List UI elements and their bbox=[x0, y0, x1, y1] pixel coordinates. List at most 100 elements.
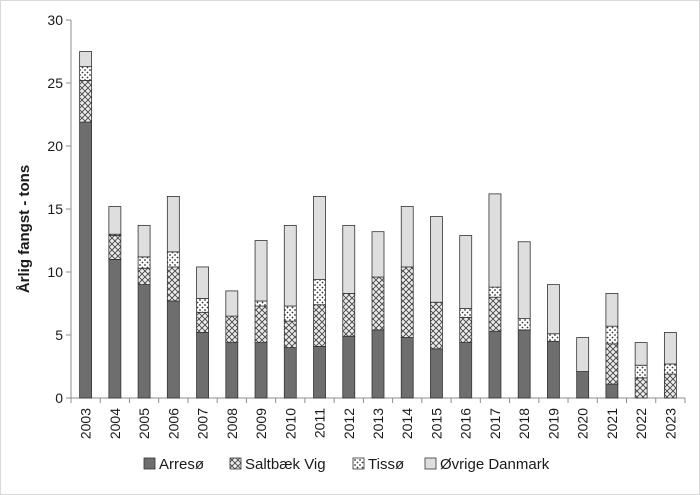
bar-segment-arreso-2003 bbox=[79, 121, 93, 399]
bar-segment-ovrige-danmark-2020 bbox=[576, 337, 590, 372]
bar-segment-arreso-2016 bbox=[459, 342, 473, 399]
bar-segment-saltbaek-vig-2017 bbox=[488, 296, 502, 332]
bar-segment-ovrige-danmark-2019 bbox=[547, 284, 560, 335]
bar-segment-tisso-2017 bbox=[488, 286, 502, 298]
x-tick-label: 2006 bbox=[165, 408, 181, 439]
bar-segment-arreso-2008 bbox=[225, 342, 239, 399]
bar-segment-saltbaek-vig-2014 bbox=[400, 266, 414, 338]
x-axis: 2003 2004 2005 2006 2007 2008 2009 2010 2011 2012… bbox=[70, 397, 686, 439]
x-tick-label: 2007 bbox=[195, 408, 211, 439]
y-tick-label: 5 bbox=[55, 327, 63, 343]
bar-segment-arreso-2017 bbox=[488, 330, 502, 399]
bar-segment-tisso-2023 bbox=[663, 363, 677, 375]
bar-segment-saltbaek-vig-2004 bbox=[108, 235, 122, 260]
y-tick-label: 20 bbox=[47, 138, 63, 154]
bar-segment-saltbaek-vig-2006 bbox=[166, 266, 180, 302]
x-tick-label: 2005 bbox=[136, 408, 152, 439]
bar-segment-ovrige-danmark-2011 bbox=[313, 195, 326, 280]
bar-segment-arreso-2005 bbox=[137, 284, 151, 399]
y-tick-label: 25 bbox=[47, 75, 63, 91]
x-tick-label: 2004 bbox=[107, 408, 123, 439]
bar-segment-saltbaek-vig-2010 bbox=[283, 320, 297, 349]
legend-label: Arresø bbox=[159, 456, 204, 473]
bars bbox=[79, 51, 677, 399]
bar-segment-tisso-2011 bbox=[313, 279, 326, 306]
bar-segment-saltbaek-vig-2011 bbox=[313, 304, 326, 347]
bar-segment-ovrige-danmark-2012 bbox=[342, 224, 356, 294]
bar-segment-ovrige-danmark-2006 bbox=[166, 195, 180, 253]
bar-segment-arreso-2018 bbox=[517, 329, 531, 399]
bar-segment-ovrige-danmark-2005 bbox=[137, 224, 151, 258]
x-tick-label: 2011 bbox=[312, 408, 328, 438]
x-tick-label: 2022 bbox=[633, 408, 649, 439]
y-axis: 0 5 10 15 20 25 30 bbox=[47, 12, 72, 406]
bar-segment-ovrige-danmark-2010 bbox=[283, 224, 297, 307]
bar-segment-ovrige-danmark-2017 bbox=[488, 193, 502, 288]
y-axis-label: Årlig fangst - tons bbox=[16, 165, 33, 293]
bar-segment-saltbaek-vig-2015 bbox=[430, 301, 443, 350]
x-tick-label: 2020 bbox=[575, 408, 591, 439]
bar-segment-arreso-2020 bbox=[576, 371, 590, 399]
bar-segment-saltbaek-vig-2008 bbox=[225, 315, 239, 343]
x-tick-label: 2012 bbox=[341, 408, 357, 439]
x-tick-label: 2021 bbox=[604, 408, 620, 439]
x-tick-label: 2018 bbox=[516, 408, 532, 439]
legend-label: Saltbæk Vig bbox=[245, 456, 326, 473]
y-tick-label: 30 bbox=[47, 12, 63, 28]
x-tick-label: 2008 bbox=[224, 408, 240, 439]
bar-segment-ovrige-danmark-2003 bbox=[79, 51, 93, 68]
bar-segment-arreso-2006 bbox=[166, 300, 180, 399]
x-tick-label: 2010 bbox=[282, 408, 298, 439]
y-tick-label: 0 bbox=[55, 390, 63, 406]
x-tick-label: 2023 bbox=[662, 408, 678, 439]
bar-segment-ovrige-danmark-2013 bbox=[371, 231, 385, 278]
bar-segment-saltbaek-vig-2016 bbox=[459, 316, 473, 343]
bar-segment-arreso-2012 bbox=[342, 335, 356, 399]
bar-segment-saltbaek-vig-2007 bbox=[196, 311, 209, 333]
bar-segment-ovrige-danmark-2008 bbox=[225, 290, 239, 317]
bar-segment-saltbaek-vig-2005 bbox=[137, 267, 151, 286]
legend-item-saltbaek-vig: Saltbæk Vig bbox=[229, 456, 326, 473]
bar-segment-tisso-2019 bbox=[547, 333, 560, 342]
bar-segment-ovrige-danmark-2007 bbox=[196, 266, 209, 299]
bar-segment-arreso-2013 bbox=[371, 329, 385, 399]
bar-segment-tisso-2005 bbox=[137, 256, 151, 269]
legend-swatch bbox=[229, 457, 242, 470]
x-tick-label: 2009 bbox=[253, 408, 269, 439]
bar-segment-arreso-2021 bbox=[605, 383, 619, 399]
bar-segment-ovrige-danmark-2004 bbox=[108, 206, 122, 235]
bar-segment-ovrige-danmark-2018 bbox=[517, 241, 531, 320]
bar-segment-ovrige-danmark-2022 bbox=[634, 342, 648, 366]
x-tick-label: 2016 bbox=[458, 408, 474, 439]
bar-segment-arreso-2010 bbox=[283, 347, 297, 399]
x-tick-label: 2015 bbox=[428, 408, 444, 439]
legend-label: Øvrige Danmark bbox=[440, 456, 550, 473]
legend-swatch bbox=[143, 457, 156, 470]
y-tick-label: 15 bbox=[47, 201, 63, 217]
bar-segment-ovrige-danmark-2009 bbox=[254, 240, 268, 302]
bar-segment-saltbaek-vig-2022 bbox=[634, 377, 648, 399]
x-tick-label: 2017 bbox=[487, 408, 503, 439]
bar-segment-saltbaek-vig-2013 bbox=[371, 276, 385, 331]
bar-segment-saltbaek-vig-2003 bbox=[79, 80, 93, 123]
bar-segment-arreso-2011 bbox=[313, 345, 326, 399]
bar-segment-tisso-2022 bbox=[634, 364, 648, 379]
bar-segment-tisso-2016 bbox=[459, 308, 473, 318]
bar-segment-tisso-2006 bbox=[166, 251, 180, 268]
legend-swatch bbox=[352, 457, 365, 470]
legend-item-tisso: Tissø bbox=[352, 456, 404, 473]
legend-label: Tissø bbox=[368, 456, 404, 473]
x-tick-label: 2003 bbox=[78, 408, 94, 439]
bar-segment-arreso-2019 bbox=[547, 340, 560, 399]
bar-segment-arreso-2009 bbox=[254, 342, 268, 399]
bar-segment-tisso-2007 bbox=[196, 298, 209, 313]
bar-segment-saltbaek-vig-2023 bbox=[663, 373, 677, 399]
bar-segment-saltbaek-vig-2021 bbox=[605, 343, 619, 385]
bar-segment-arreso-2004 bbox=[108, 258, 122, 399]
bar-segment-ovrige-danmark-2016 bbox=[459, 235, 473, 309]
bar-segment-tisso-2009 bbox=[254, 300, 268, 307]
bar-segment-saltbaek-vig-2012 bbox=[342, 293, 356, 337]
y-tick-label: 10 bbox=[47, 264, 63, 280]
bar-segment-ovrige-danmark-2023 bbox=[663, 332, 677, 365]
